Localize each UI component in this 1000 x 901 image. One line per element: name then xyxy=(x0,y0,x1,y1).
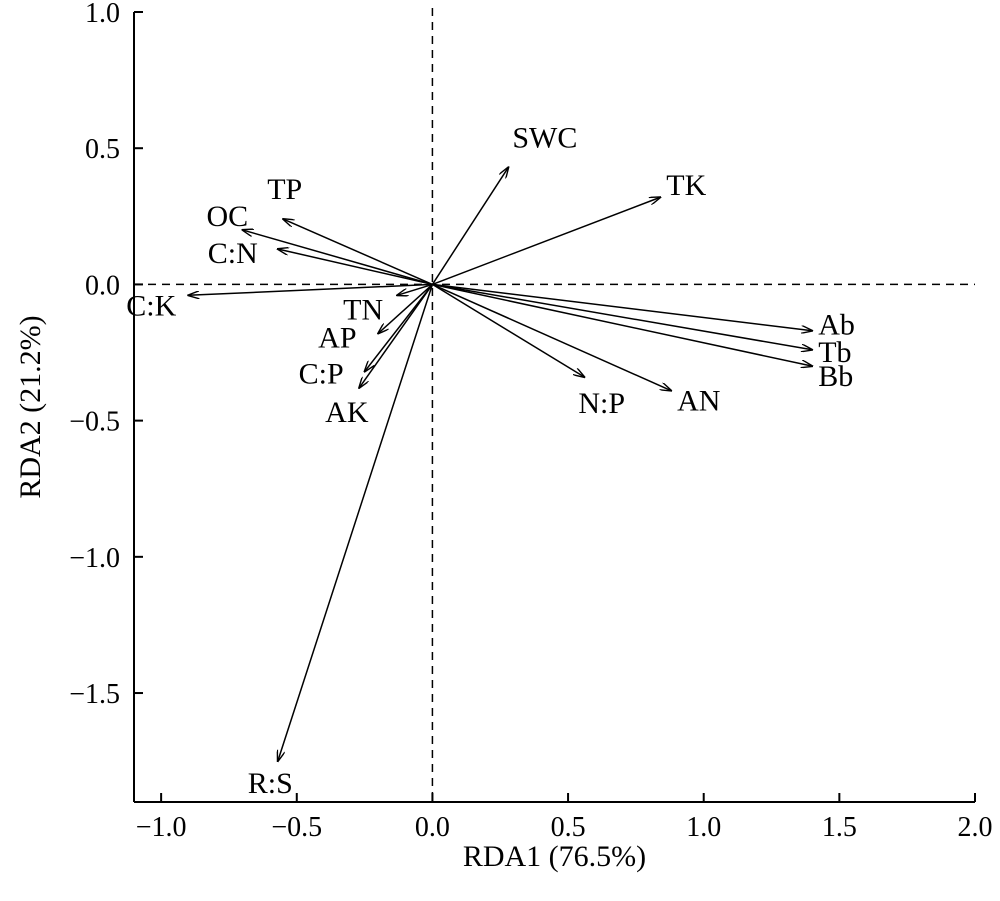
vector-label-c-p: C:P xyxy=(299,358,344,391)
y-tick-label: 0.5 xyxy=(85,134,120,165)
x-tick-label: 1.0 xyxy=(686,812,721,843)
vector-arrow-an xyxy=(432,283,671,390)
y-tick-label: −0.5 xyxy=(69,407,120,438)
vector-arrow-r-s xyxy=(278,284,434,761)
vector-label-c-n: C:N xyxy=(208,237,258,270)
y-tick-label: 1.0 xyxy=(85,0,120,29)
vector-arrow-n-p xyxy=(432,283,584,377)
x-tick-label: −1.0 xyxy=(136,812,187,843)
vector-label-n-p: N:P xyxy=(578,387,625,420)
vector-label-tb: Tb xyxy=(818,336,851,369)
vector-arrow-c-p xyxy=(365,283,434,371)
vector-label-ab: Ab xyxy=(818,309,855,342)
x-tick-label: 0.5 xyxy=(551,812,586,843)
vector-label-ak: AK xyxy=(325,396,369,429)
vector-label-tn: TN xyxy=(343,293,383,326)
vector-arrow-tp xyxy=(283,219,433,286)
vector-arrow-tk xyxy=(432,197,660,286)
vector-label-r-s: R:S xyxy=(248,767,293,800)
vector-arrow-ak xyxy=(359,283,434,388)
x-tick-label: 2.0 xyxy=(958,812,993,843)
y-axis-title: RDA2 (21.2%) xyxy=(14,315,47,498)
vector-label-swc: SWC xyxy=(512,121,577,154)
vector-label-tp: TP xyxy=(267,173,302,206)
vector-arrow-bb xyxy=(432,283,812,366)
vector-arrow-ap xyxy=(378,283,433,333)
vector-label-tk: TK xyxy=(666,169,706,202)
vector-label-c-k: C:K xyxy=(126,289,176,322)
vector-label-bb: Bb xyxy=(818,360,853,393)
vector-label-an: AN xyxy=(677,385,720,418)
vector-arrow-tb xyxy=(432,283,812,349)
vector-label-oc: OC xyxy=(207,200,249,233)
x-tick-label: −0.5 xyxy=(271,812,322,843)
y-tick-label: −1.5 xyxy=(69,679,120,710)
x-tick-label: 0.0 xyxy=(415,812,450,843)
y-tick-label: 0.0 xyxy=(85,270,120,301)
vector-arrow-c-k xyxy=(188,283,433,295)
vector-label-ap: AP xyxy=(318,321,356,354)
y-tick-label: −1.0 xyxy=(69,543,120,574)
vector-arrow-ab xyxy=(432,283,812,330)
x-axis-title: RDA1 (76.5%) xyxy=(463,840,646,873)
vector-arrow-tn xyxy=(397,283,433,295)
vector-arrow-c-n xyxy=(278,249,433,286)
vector-arrow-swc xyxy=(431,167,508,285)
vector-arrow-oc xyxy=(243,230,433,286)
x-tick-label: 1.5 xyxy=(822,812,857,843)
